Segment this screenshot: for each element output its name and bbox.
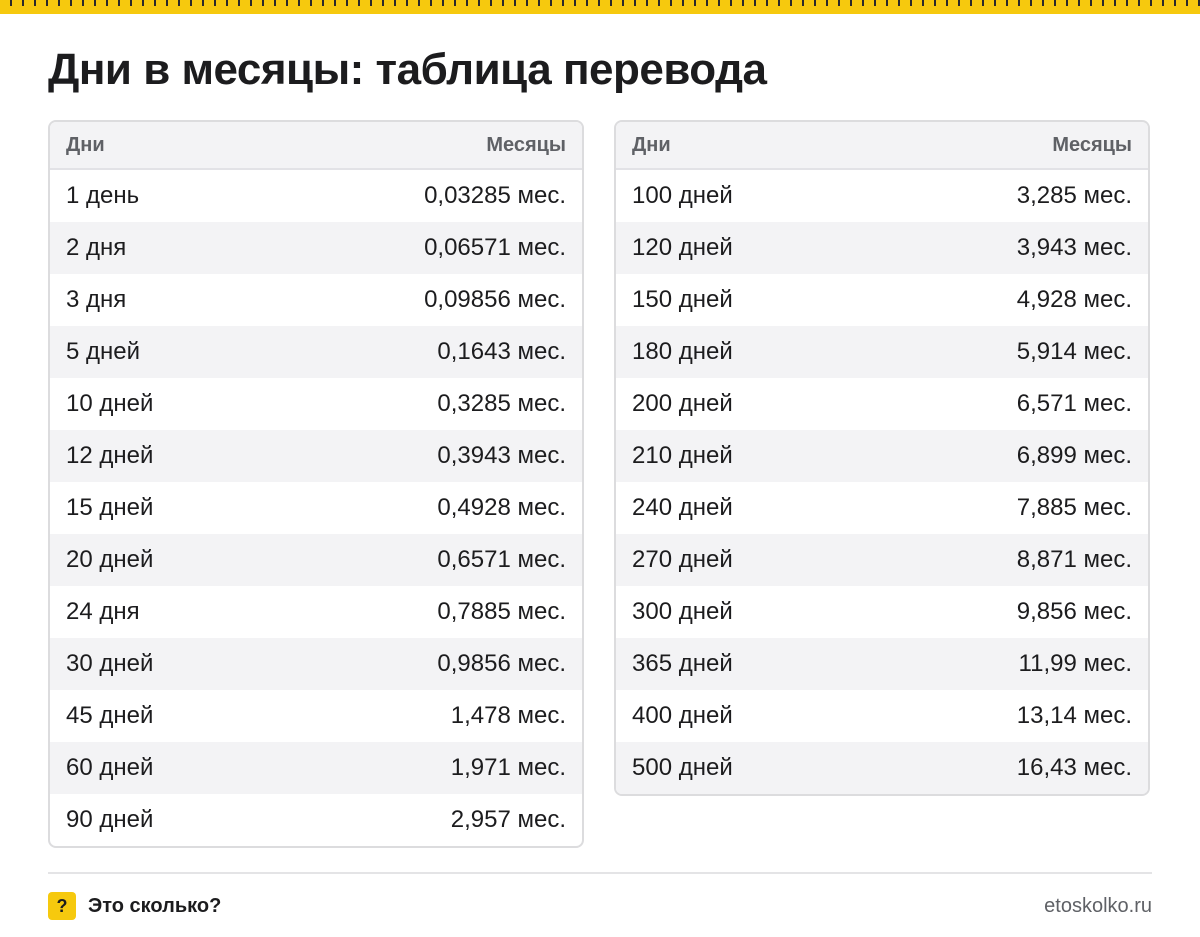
table-row: 2 дня 0,06571 мес. [50,222,582,274]
table-row: 180 дней 5,914 мес. [616,326,1148,378]
cell-months: 0,09856 мес. [424,286,566,313]
table-row: 60 дней 1,971 мес. [50,742,582,794]
table-row: 45 дней 1,478 мес. [50,690,582,742]
cell-months: 3,285 мес. [1016,182,1132,209]
footer-brand: Это сколько? [88,895,222,917]
table-header: Дни Месяцы [616,122,1148,170]
cell-months: 0,06571 мес. [424,234,566,261]
cell-months: 0,9856 мес. [437,650,566,677]
cell-months: 0,3943 мес. [437,442,566,469]
table-row: 100 дней 3,285 мес. [616,170,1148,222]
cell-days: 240 дней [632,494,733,521]
table-row: 1 день 0,03285 мес. [50,170,582,222]
table-row: 150 дней 4,928 мес. [616,274,1148,326]
column-header-days: Дни [66,133,105,156]
cell-days: 24 дня [66,598,140,625]
table-row: 300 дней 9,856 мес. [616,586,1148,638]
cell-days: 365 дней [632,650,733,677]
column-header-months: Месяцы [1052,133,1132,156]
table-body: 1 день 0,03285 мес. 2 дня 0,06571 мес. 3 дня… [50,170,582,846]
cell-days: 15 дней [66,494,154,521]
cell-days: 3 дня [66,286,127,313]
conversion-table-left: Дни Месяцы 1 день 0,03285 мес. 2 дня 0,0657… [48,120,584,848]
column-header-days: Дни [632,133,671,156]
cell-months: 0,1643 мес. [437,338,566,365]
table-row: 3 дня 0,09856 мес. [50,274,582,326]
table-body: 100 дней 3,285 мес. 120 дней 3,943 мес. 150 … [616,170,1148,794]
table-row: 15 дней 0,4928 мес. [50,482,582,534]
cell-days: 90 дней [66,806,154,833]
cell-months: 6,571 мес. [1016,390,1132,417]
cell-months: 16,43 мес. [1016,754,1132,781]
table-row: 24 дня 0,7885 мес. [50,586,582,638]
question-mark-icon: ? [48,892,76,920]
cell-months: 0,6571 мес. [437,546,566,573]
table-row: 10 дней 0,3285 мес. [50,378,582,430]
ruler-decoration [0,0,1200,14]
cell-days: 30 дней [66,650,154,677]
cell-days: 20 дней [66,546,154,573]
cell-months: 2,957 мес. [450,806,566,833]
cell-months: 0,3285 мес. [437,390,566,417]
cell-months: 0,03285 мес. [424,182,566,209]
cell-months: 1,478 мес. [450,702,566,729]
table-row: 365 дней 11,99 мес. [616,638,1148,690]
footer-site-link[interactable]: etoskolko.ru [1044,895,1152,917]
cell-months: 8,871 мес. [1016,546,1132,573]
cell-months: 5,914 мес. [1016,338,1132,365]
table-row: 30 дней 0,9856 мес. [50,638,582,690]
cell-days: 5 дней [66,338,141,365]
cell-months: 0,7885 мес. [437,598,566,625]
table-header: Дни Месяцы [50,122,582,170]
cell-days: 150 дней [632,286,733,313]
table-row: 270 дней 8,871 мес. [616,534,1148,586]
cell-months: 4,928 мес. [1016,286,1132,313]
cell-months: 1,971 мес. [450,754,566,781]
cell-days: 60 дней [66,754,154,781]
footer-divider [48,872,1152,874]
cell-months: 7,885 мес. [1016,494,1132,521]
cell-days: 400 дней [632,702,733,729]
table-row: 5 дней 0,1643 мес. [50,326,582,378]
table-row: 400 дней 13,14 мес. [616,690,1148,742]
table-row: 20 дней 0,6571 мес. [50,534,582,586]
cell-days: 100 дней [632,182,733,209]
cell-days: 300 дней [632,598,733,625]
cell-days: 270 дней [632,546,733,573]
table-row: 200 дней 6,571 мес. [616,378,1148,430]
cell-days: 2 дня [66,234,127,261]
conversion-table-right: Дни Месяцы 100 дней 3,285 мес. 120 дней 3,9… [614,120,1150,796]
cell-days: 500 дней [632,754,733,781]
cell-months: 6,899 мес. [1016,442,1132,469]
cell-days: 10 дней [66,390,154,417]
cell-days: 200 дней [632,390,733,417]
table-row: 12 дней 0,3943 мес. [50,430,582,482]
cell-days: 210 дней [632,442,733,469]
table-row: 90 дней 2,957 мес. [50,794,582,846]
cell-months: 13,14 мес. [1016,702,1132,729]
cell-days: 1 день [66,182,140,209]
cell-months: 11,99 мес. [1018,650,1132,677]
cell-months: 9,856 мес. [1016,598,1132,625]
cell-months: 0,4928 мес. [437,494,566,521]
cell-days: 12 дней [66,442,154,469]
page-title: Дни в месяцы: таблица перевода [48,45,767,94]
table-row: 120 дней 3,943 мес. [616,222,1148,274]
column-header-months: Месяцы [486,133,566,156]
table-row: 210 дней 6,899 мес. [616,430,1148,482]
table-row: 240 дней 7,885 мес. [616,482,1148,534]
cell-days: 120 дней [632,234,733,261]
cell-months: 3,943 мес. [1016,234,1132,261]
cell-days: 45 дней [66,702,154,729]
table-row: 500 дней 16,43 мес. [616,742,1148,794]
cell-days: 180 дней [632,338,733,365]
